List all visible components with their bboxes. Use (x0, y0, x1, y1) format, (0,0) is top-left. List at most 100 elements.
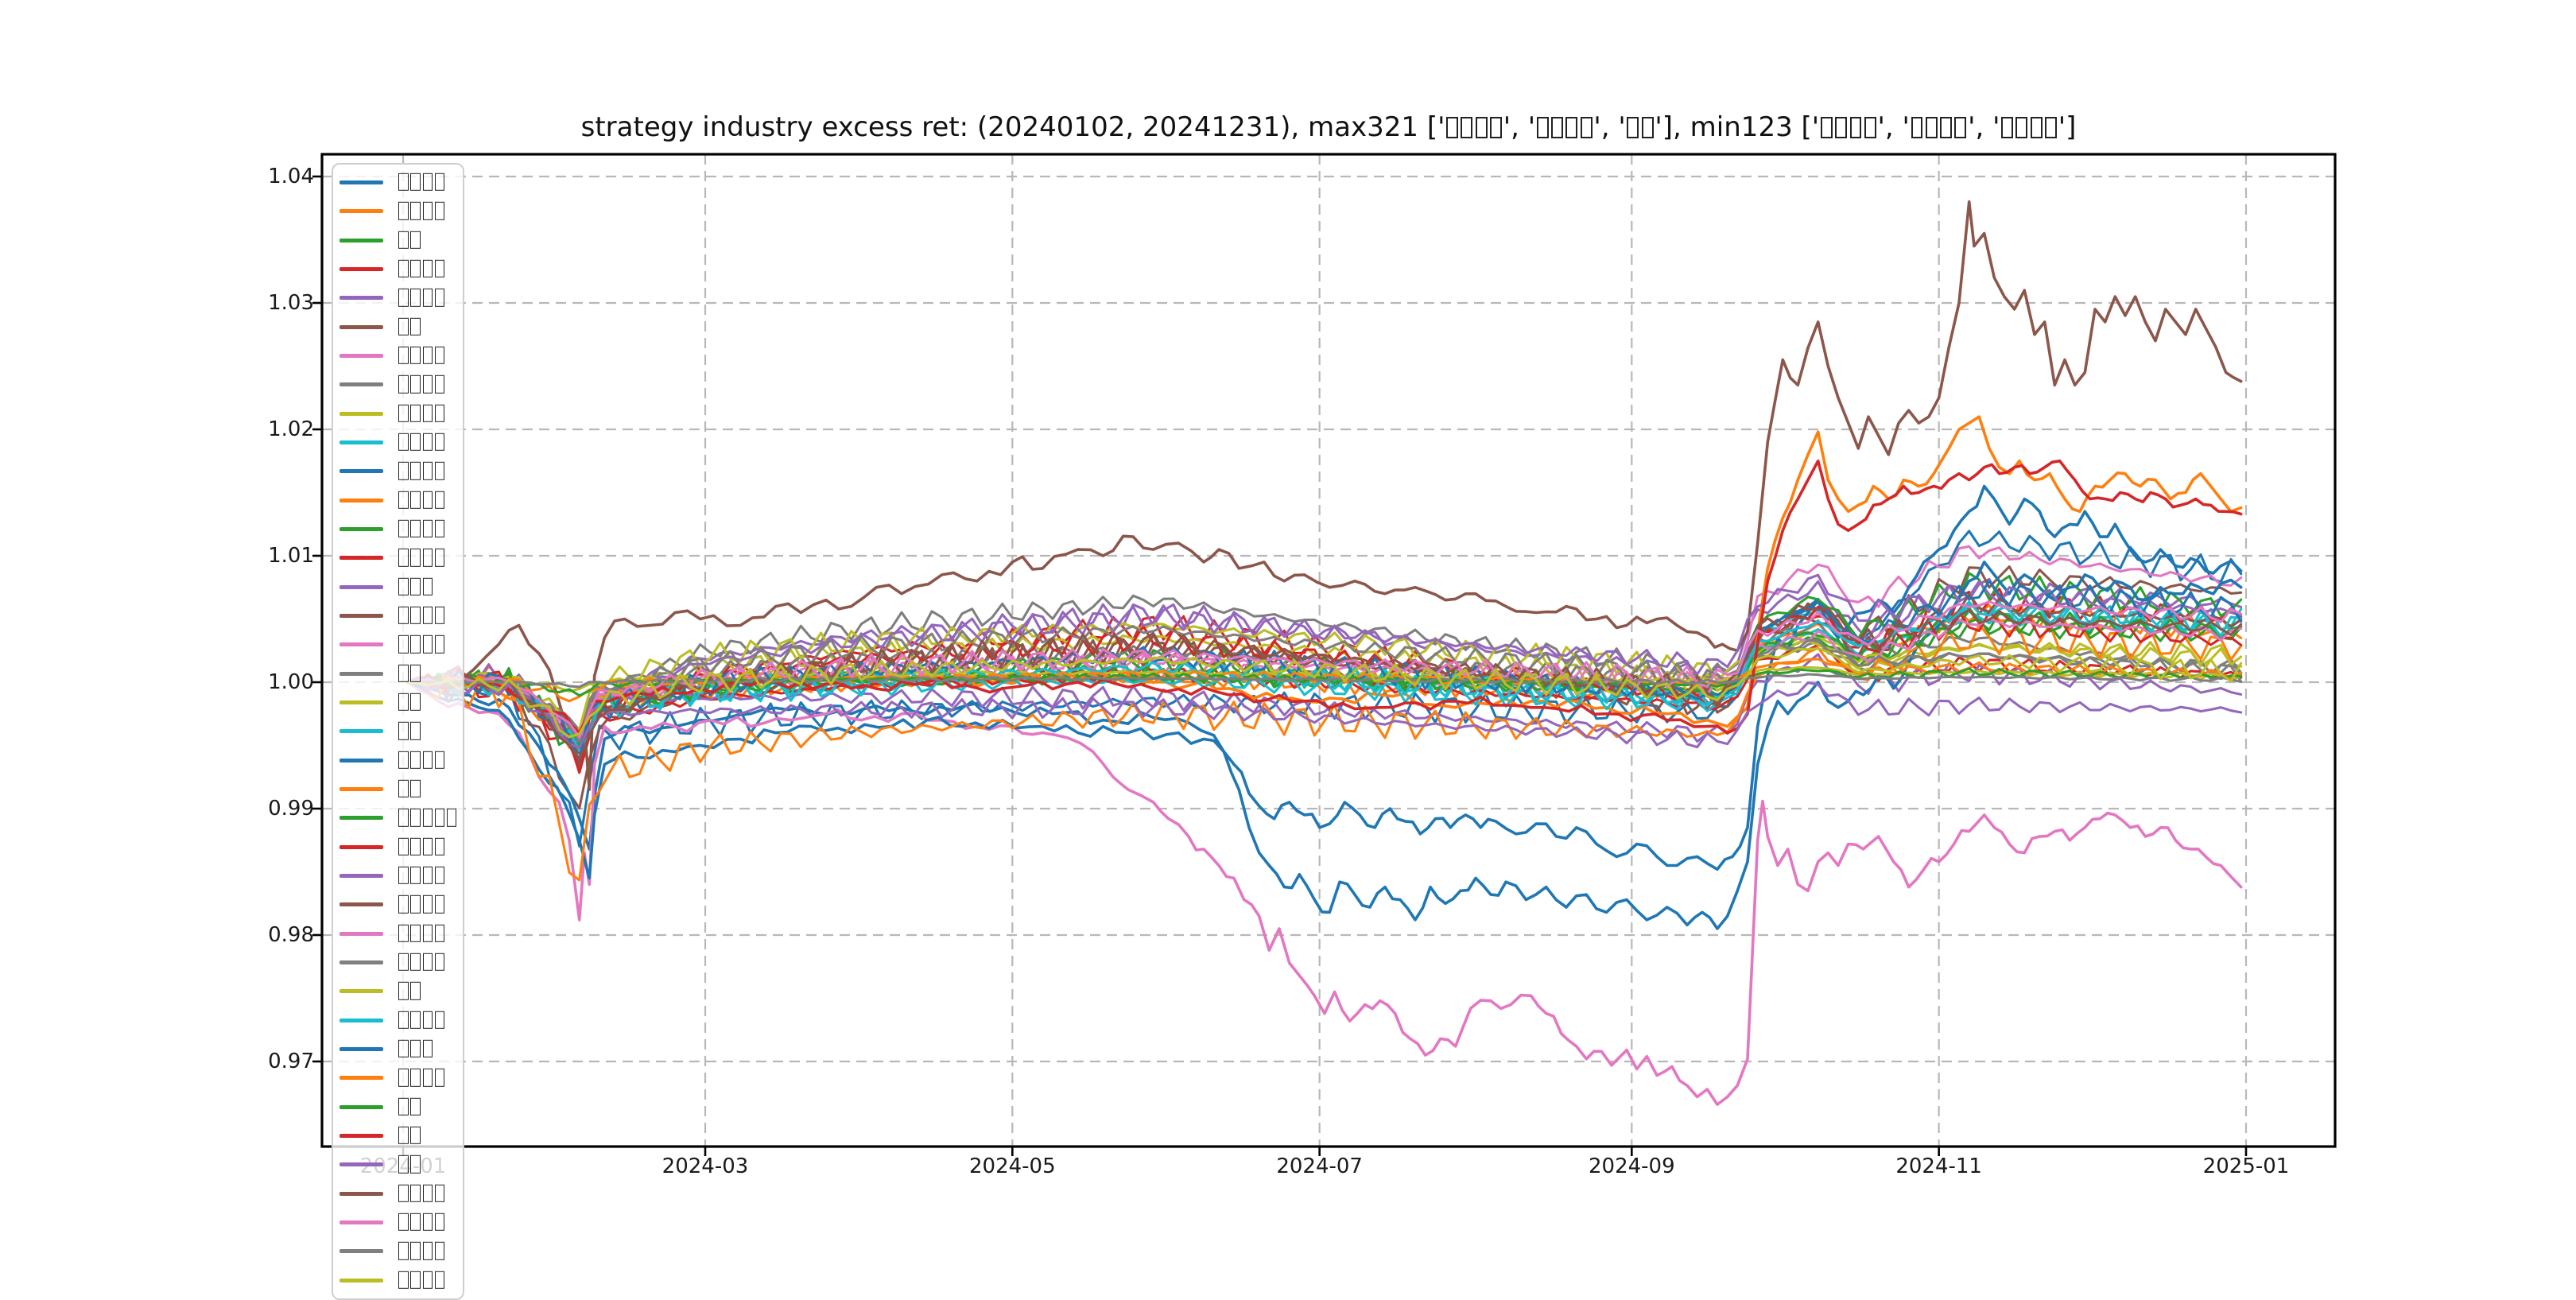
missing-glyph-box (434, 1271, 444, 1289)
legend-item-label (398, 1097, 421, 1116)
series-line (406, 573, 2243, 743)
missing-glyph-box (398, 1184, 409, 1202)
legend-item (333, 486, 464, 514)
legend-line-swatch-icon (339, 353, 383, 358)
y-tick-label: 1.00 (268, 670, 314, 694)
legend-item (333, 399, 464, 428)
missing-glyph-box (434, 895, 444, 914)
missing-glyph-box (422, 895, 433, 914)
missing-glyph-box (422, 866, 433, 885)
missing-glyph-box (398, 433, 409, 452)
legend-line-swatch-icon (339, 613, 383, 618)
missing-glyph-box (410, 1039, 421, 1058)
legend-line-swatch-icon (339, 556, 383, 561)
y-tick-label: 0.97 (268, 1050, 314, 1073)
missing-glyph-box (1475, 116, 1488, 139)
legend-item-label (398, 1184, 445, 1202)
legend-item-label (398, 751, 445, 769)
legend-item-label (398, 346, 445, 365)
legend-item (333, 1006, 464, 1034)
legend-line-swatch-icon (339, 440, 383, 444)
tick-marks (312, 175, 2248, 1156)
missing-glyph-box (398, 895, 409, 914)
missing-glyph-box (398, 317, 409, 336)
missing-glyph-box (434, 404, 444, 422)
legend-item-label (398, 606, 445, 625)
legend-item (333, 514, 464, 543)
y-tick-label: 1.01 (268, 544, 314, 568)
missing-glyph-box (2045, 116, 2058, 139)
missing-glyph-box (410, 809, 421, 827)
missing-glyph-box (398, 1213, 409, 1232)
missing-glyph-box (410, 1011, 421, 1029)
legend-item (333, 890, 464, 918)
legend-item (333, 1179, 464, 1208)
missing-glyph-box (434, 809, 444, 827)
missing-glyph-box (398, 1069, 409, 1087)
grid (322, 154, 2335, 1147)
legend-item (333, 1063, 464, 1092)
legend-line-swatch-icon (339, 584, 383, 589)
x-tick-label: 2024-11 (1895, 1154, 1982, 1178)
missing-glyph-box (398, 462, 409, 480)
missing-glyph-box (398, 751, 409, 769)
legend-item (333, 168, 464, 196)
missing-glyph-box (398, 1271, 409, 1289)
legend-item (333, 226, 464, 254)
missing-glyph-box (410, 722, 421, 740)
missing-glyph-box (422, 837, 433, 856)
legend-line-swatch-icon (339, 1220, 383, 1224)
series-lines (406, 200, 2243, 1106)
legend-item (333, 1236, 464, 1265)
legend-item (333, 688, 464, 716)
missing-glyph-box (410, 519, 421, 538)
legend-item (333, 774, 464, 803)
missing-glyph-box (398, 1039, 409, 1058)
missing-glyph-box (410, 751, 421, 769)
missing-glyph-box (422, 635, 433, 654)
plot-border (320, 153, 2337, 1148)
missing-glyph-box (1536, 116, 1549, 139)
missing-glyph-box (410, 462, 421, 480)
legend-item-label (398, 895, 445, 914)
missing-glyph-box (410, 259, 421, 278)
missing-glyph-box (410, 924, 421, 942)
missing-glyph-box (410, 1213, 421, 1232)
legend-item (333, 370, 464, 398)
legend-item-label (398, 779, 421, 798)
missing-glyph-box (410, 1242, 421, 1260)
series-line (406, 622, 2243, 732)
missing-glyph-box (422, 346, 433, 365)
series-line (406, 673, 2243, 689)
series-line (406, 561, 2243, 930)
legend-line-swatch-icon (339, 786, 383, 791)
missing-glyph-box (410, 1126, 421, 1145)
legend-item (333, 948, 464, 976)
missing-glyph-box (410, 635, 421, 654)
legend-item (333, 1092, 464, 1121)
legend-item (333, 716, 464, 745)
missing-glyph-box (422, 433, 433, 452)
legend-line-swatch-icon (339, 180, 383, 184)
missing-glyph-box (422, 1069, 433, 1087)
legend-line-swatch-icon (339, 1133, 383, 1138)
missing-glyph-box (422, 1242, 433, 1260)
legend-item (333, 1266, 464, 1294)
missing-glyph-box (1954, 116, 1967, 139)
legend-item-label (398, 1069, 445, 1087)
missing-glyph-box (410, 606, 421, 625)
missing-glyph-box (1580, 116, 1593, 139)
legend-item-label (398, 1213, 445, 1232)
legend-line-swatch-icon (339, 642, 383, 647)
missing-glyph-box (398, 404, 409, 422)
x-tick-label: 2024-09 (1588, 1154, 1675, 1178)
missing-glyph-box (434, 1213, 444, 1232)
missing-glyph-box (434, 1242, 444, 1260)
missing-glyph-box (422, 751, 433, 769)
missing-glyph-box (434, 866, 444, 885)
y-tick-label: 1.03 (268, 291, 314, 315)
legend-item-label (398, 1126, 421, 1145)
missing-glyph-box (434, 1184, 444, 1202)
chart-title: strategy industry excess ret: (20240102,… (580, 111, 2077, 143)
legend-line-swatch-icon (339, 844, 383, 849)
